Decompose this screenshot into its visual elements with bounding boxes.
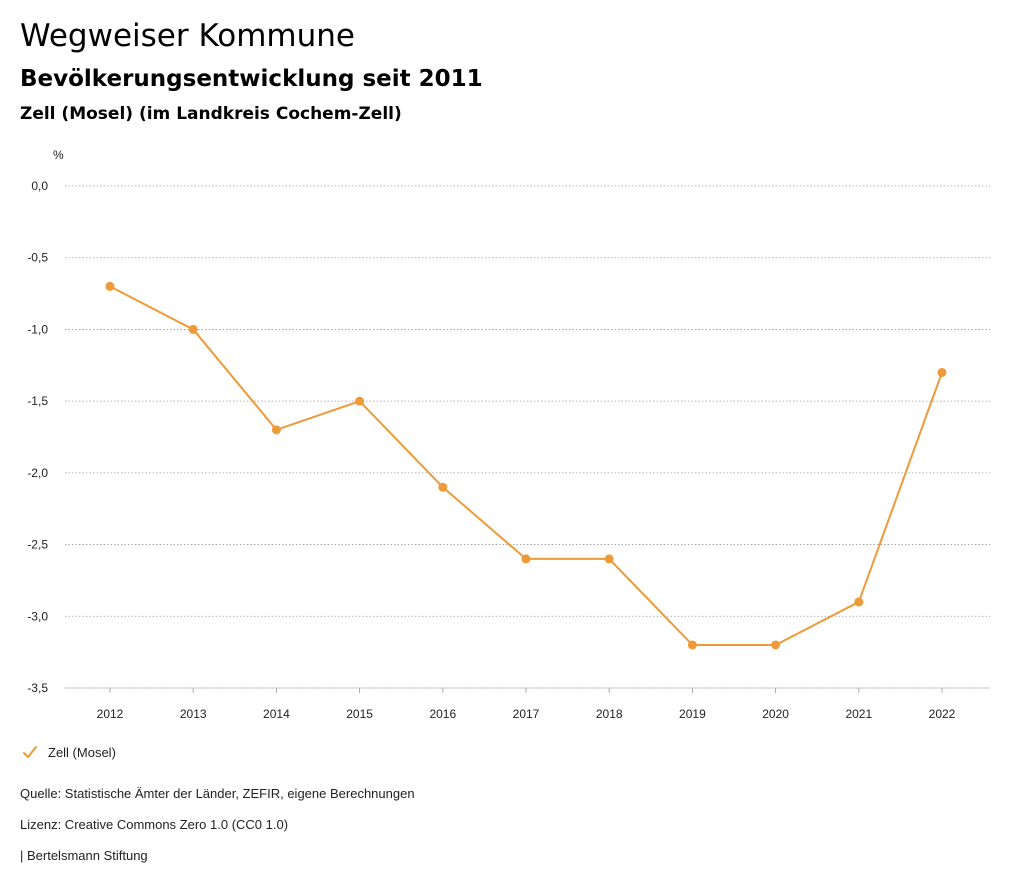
series-line: [109, 285, 943, 646]
x-tick-label: 2018: [596, 707, 623, 721]
line-chart: 0,0 -0,5 -1,0 -1,5 -2,0 -2,5 -3,0 -3,5 2012 2013…: [27, 148, 990, 721]
data-point[interactable]: [771, 640, 781, 650]
y-tick-label: -3,0: [27, 609, 48, 623]
x-tick-label: 2020: [762, 707, 789, 721]
data-point[interactable]: [438, 482, 448, 492]
x-tick-label: 2014: [263, 707, 290, 721]
y-tick-label: 0,0: [31, 179, 48, 193]
data-point[interactable]: [604, 554, 614, 564]
grid-lines: [65, 185, 990, 689]
x-tick-label: 2016: [429, 707, 456, 721]
x-tick-label: 2012: [97, 707, 124, 721]
y-axis-unit-label: %: [53, 148, 64, 162]
data-point[interactable]: [105, 281, 115, 291]
legend[interactable]: Zell (Mosel): [22, 744, 116, 760]
y-tick-label: -3,5: [27, 681, 48, 695]
x-tick-label: 2017: [513, 707, 540, 721]
y-tick-label: -2,0: [27, 466, 48, 480]
chart-title: Wegweiser Kommune: [20, 18, 355, 54]
region-label: Zell (Mosel) (im Landkreis Cochem-Zell): [20, 104, 402, 124]
check-icon: [23, 746, 37, 758]
x-axis-ticks: 2012 2013 2014 2015 2016 2017 2018 2019 2020 2021…: [97, 688, 956, 721]
license-note: Lizenz: Creative Commons Zero 1.0 (CC0 1…: [20, 817, 289, 832]
x-tick-label: 2019: [679, 707, 706, 721]
data-point[interactable]: [854, 597, 864, 607]
data-point[interactable]: [687, 640, 697, 650]
data-point[interactable]: [271, 425, 281, 435]
x-tick-label: 2015: [346, 707, 373, 721]
x-tick-label: 2022: [929, 707, 956, 721]
data-point[interactable]: [355, 396, 365, 406]
data-point[interactable]: [937, 367, 947, 377]
series-layer: [105, 281, 947, 650]
data-point[interactable]: [521, 554, 531, 564]
y-tick-label: -1,5: [27, 394, 48, 408]
y-tick-label: -1,0: [27, 322, 48, 336]
legend-item-label: Zell (Mosel): [48, 744, 116, 760]
data-point[interactable]: [188, 324, 198, 334]
y-axis-ticks: 0,0 -0,5 -1,0 -1,5 -2,0 -2,5 -3,0 -3,5: [27, 179, 48, 695]
y-tick-label: -2,5: [27, 538, 48, 552]
chart-subtitle: Bevölkerungsentwicklung seit 2011: [20, 66, 483, 92]
x-tick-label: 2021: [845, 707, 872, 721]
source-note: Quelle: Statistische Ämter der Länder, Z…: [20, 786, 415, 801]
x-tick-label: 2013: [180, 707, 207, 721]
y-tick-label: -0,5: [27, 251, 48, 265]
publisher-note: | Bertelsmann Stiftung: [20, 848, 148, 863]
